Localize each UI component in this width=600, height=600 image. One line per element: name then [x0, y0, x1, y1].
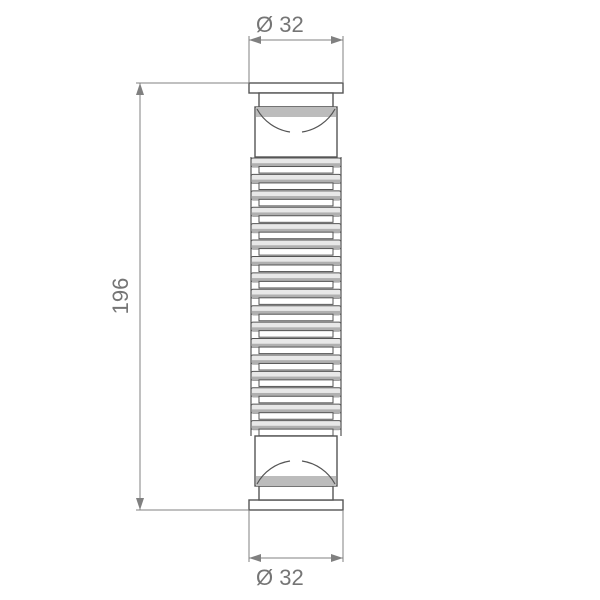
dim-bottom-dia: Ø 32	[256, 565, 304, 590]
dim-top-dia: Ø 32	[256, 12, 304, 37]
dim-length: 196	[108, 278, 133, 315]
